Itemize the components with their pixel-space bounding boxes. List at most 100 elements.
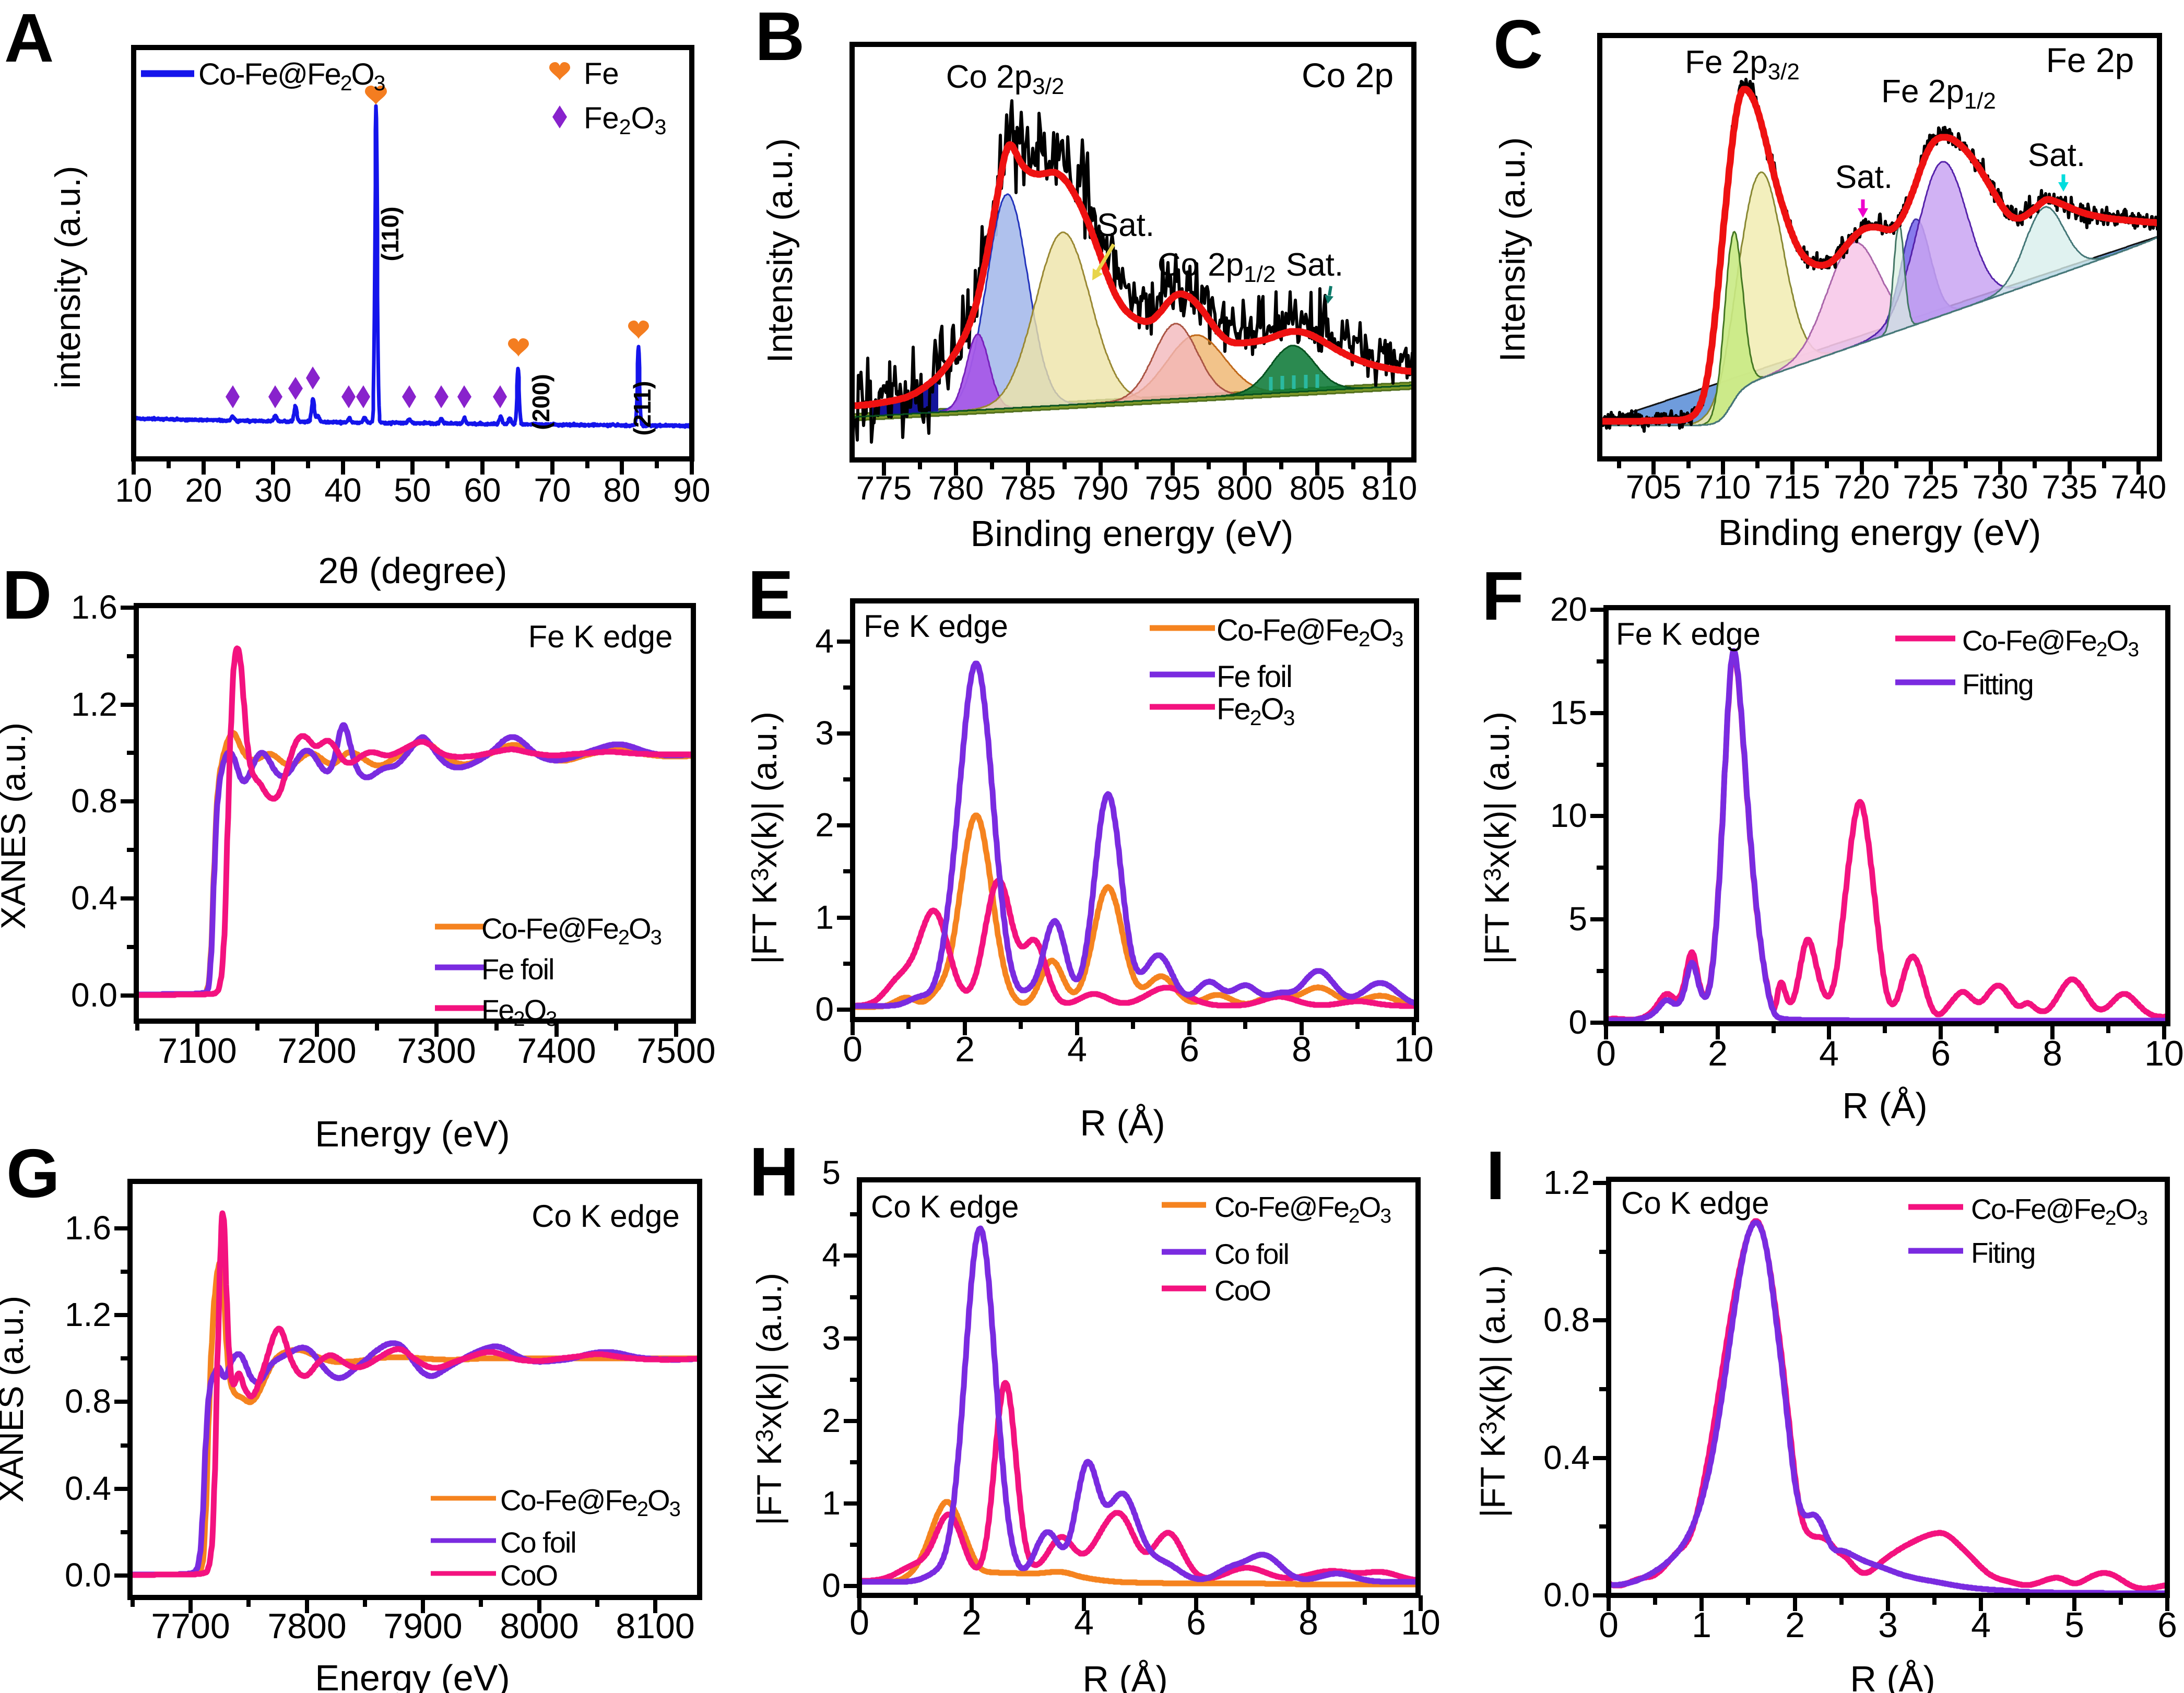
svg-text:1: 1 xyxy=(822,1484,841,1522)
svg-text:810: 810 xyxy=(1362,469,1418,507)
svg-text:10: 10 xyxy=(1394,1029,1434,1069)
svg-text:R (Å): R (Å) xyxy=(1082,1659,1167,1693)
svg-text:Sat.: Sat. xyxy=(1286,247,1343,283)
svg-text:Sat.: Sat. xyxy=(1097,207,1154,243)
svg-text:8: 8 xyxy=(2043,1034,2062,1073)
svg-text:XANES (a.u.): XANES (a.u.) xyxy=(0,1296,30,1502)
svg-text:4: 4 xyxy=(815,622,834,660)
svg-text:10: 10 xyxy=(1401,1603,1441,1642)
svg-text:G: G xyxy=(6,1135,60,1212)
svg-text:70: 70 xyxy=(534,471,571,509)
svg-text:725: 725 xyxy=(1903,468,1959,506)
svg-text:6: 6 xyxy=(2157,1605,2177,1645)
svg-text:2: 2 xyxy=(815,806,834,844)
svg-text:2: 2 xyxy=(955,1029,975,1069)
svg-text:Fe K edge: Fe K edge xyxy=(528,619,673,654)
svg-text:7300: 7300 xyxy=(397,1031,476,1071)
svg-text:Binding energy (eV): Binding energy (eV) xyxy=(971,513,1294,554)
svg-text:(110): (110) xyxy=(376,207,404,262)
svg-text:7800: 7800 xyxy=(267,1606,346,1646)
svg-text:Fe: Fe xyxy=(584,57,619,91)
svg-text:4: 4 xyxy=(1819,1034,1839,1073)
svg-text:50: 50 xyxy=(394,471,431,509)
svg-text:720: 720 xyxy=(1834,468,1890,506)
svg-text:1: 1 xyxy=(815,898,834,936)
svg-text:Binding energy (eV): Binding energy (eV) xyxy=(1718,512,2041,553)
svg-text:7400: 7400 xyxy=(517,1031,596,1071)
svg-text:775: 775 xyxy=(856,469,912,507)
svg-text:4: 4 xyxy=(1971,1605,1991,1645)
svg-text:intensity (a.u.): intensity (a.u.) xyxy=(48,165,88,388)
svg-text:Fe 2p: Fe 2p xyxy=(2046,41,2134,79)
svg-text:|FT K3x(k)| (a.u.): |FT K3x(k)| (a.u.) xyxy=(750,1273,788,1525)
svg-text:0.4: 0.4 xyxy=(65,1470,111,1507)
svg-text:Co foil: Co foil xyxy=(1214,1238,1289,1270)
svg-text:0.0: 0.0 xyxy=(65,1556,111,1594)
svg-text:Sat.: Sat. xyxy=(2028,137,2085,173)
svg-text:Fiting: Fiting xyxy=(1971,1237,2035,1269)
svg-text:40: 40 xyxy=(324,471,361,509)
svg-text:60: 60 xyxy=(464,471,501,509)
svg-text:740: 740 xyxy=(2111,468,2167,506)
svg-text:0.0: 0.0 xyxy=(71,976,117,1014)
svg-text:6: 6 xyxy=(1186,1603,1206,1642)
svg-text:0.0: 0.0 xyxy=(1543,1576,1590,1614)
svg-text:10: 10 xyxy=(1550,797,1587,834)
svg-text:(211): (211) xyxy=(629,381,656,436)
svg-text:8: 8 xyxy=(1292,1029,1312,1069)
svg-text:0.4: 0.4 xyxy=(1543,1439,1590,1476)
svg-text:80: 80 xyxy=(603,471,640,509)
svg-text:H: H xyxy=(749,1133,799,1210)
svg-text:10: 10 xyxy=(115,471,152,509)
svg-text:Fe K edge: Fe K edge xyxy=(864,609,1008,644)
svg-text:A: A xyxy=(4,0,54,76)
svg-text:R (Å): R (Å) xyxy=(1080,1103,1165,1143)
svg-text:735: 735 xyxy=(2042,468,2098,506)
svg-text:20: 20 xyxy=(1550,590,1587,628)
svg-text:6: 6 xyxy=(1931,1034,1951,1073)
svg-text:3: 3 xyxy=(815,714,834,752)
svg-text:6: 6 xyxy=(1179,1029,1199,1069)
svg-text:I: I xyxy=(1486,1137,1505,1214)
svg-text:0: 0 xyxy=(1599,1605,1619,1645)
svg-text:1.2: 1.2 xyxy=(65,1296,111,1333)
svg-text:0.4: 0.4 xyxy=(71,879,117,917)
svg-text:1.2: 1.2 xyxy=(1543,1164,1590,1201)
svg-text:7200: 7200 xyxy=(277,1031,356,1071)
svg-text:30: 30 xyxy=(254,471,291,509)
svg-text:2: 2 xyxy=(822,1402,841,1439)
svg-text:8: 8 xyxy=(1298,1603,1318,1642)
svg-text:Co-Fe@Fe2O3: Co-Fe@Fe2O3 xyxy=(500,1484,680,1521)
svg-text:1.6: 1.6 xyxy=(71,588,117,626)
svg-text:705: 705 xyxy=(1626,468,1682,506)
svg-text:Co-Fe@Fe2O3: Co-Fe@Fe2O3 xyxy=(1971,1193,2147,1229)
svg-text:Co-Fe@Fe2O3: Co-Fe@Fe2O3 xyxy=(1217,613,1403,651)
svg-text:90: 90 xyxy=(673,471,710,509)
svg-text:(200): (200) xyxy=(527,374,554,430)
svg-text:D: D xyxy=(2,557,52,633)
svg-text:Co K edge: Co K edge xyxy=(871,1189,1019,1224)
svg-text:Fitting: Fitting xyxy=(1962,668,2033,701)
svg-text:7700: 7700 xyxy=(151,1606,230,1646)
svg-text:Fe K edge: Fe K edge xyxy=(1616,617,1761,652)
svg-text:CoO: CoO xyxy=(500,1559,557,1592)
svg-text:Fe foil: Fe foil xyxy=(481,953,554,986)
svg-text:Intensity (a.u.): Intensity (a.u.) xyxy=(1493,137,1532,362)
svg-text:7100: 7100 xyxy=(158,1031,237,1071)
svg-text:Intensity (a.u.): Intensity (a.u.) xyxy=(760,138,800,363)
svg-text:Co K edge: Co K edge xyxy=(532,1199,680,1234)
svg-text:5: 5 xyxy=(1568,900,1587,938)
svg-text:785: 785 xyxy=(1000,469,1056,507)
svg-text:15: 15 xyxy=(1550,694,1587,731)
svg-text:0.8: 0.8 xyxy=(71,782,117,820)
svg-text:0.8: 0.8 xyxy=(65,1382,111,1420)
svg-text:CoO: CoO xyxy=(1214,1274,1270,1307)
svg-text:B: B xyxy=(755,0,805,75)
svg-text:7900: 7900 xyxy=(383,1606,462,1646)
svg-text:F: F xyxy=(1482,558,1524,634)
svg-text:795: 795 xyxy=(1145,469,1201,507)
svg-text:Energy (eV): Energy (eV) xyxy=(315,1658,510,1693)
svg-text:710: 710 xyxy=(1695,468,1751,506)
svg-text:|FT K3x(k)| (a.u.): |FT K3x(k)| (a.u.) xyxy=(1473,1265,1512,1518)
svg-text:1: 1 xyxy=(1692,1605,1711,1645)
